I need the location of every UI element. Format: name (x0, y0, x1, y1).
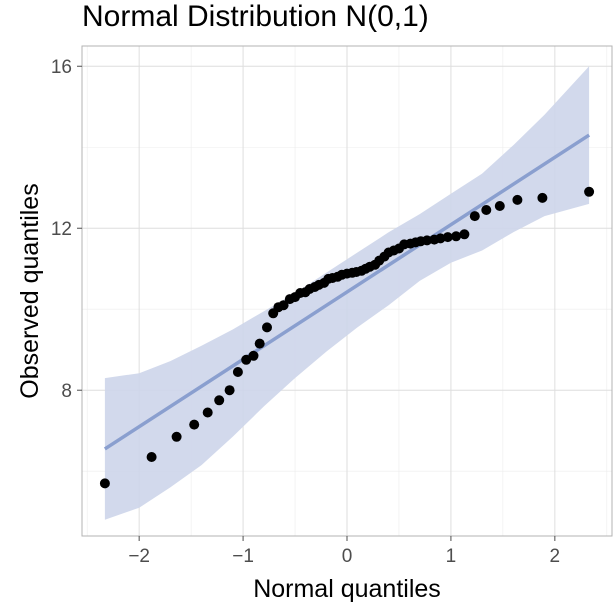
x-tick-label: 0 (342, 546, 353, 567)
data-point (278, 300, 289, 311)
data-point (248, 350, 259, 361)
data-point (262, 322, 272, 333)
data-point (537, 192, 548, 203)
data-point (422, 235, 432, 246)
y-tick-label: 12 (51, 219, 72, 240)
x-tick-label: −2 (128, 546, 150, 567)
data-point (146, 452, 157, 462)
data-point (481, 205, 492, 215)
x-axis-title: Normal quantiles (253, 575, 441, 603)
data-point (202, 407, 213, 418)
data-point (459, 229, 470, 240)
data-point (451, 231, 462, 242)
y-tick-label: 8 (61, 381, 72, 402)
data-point (584, 186, 595, 197)
reference-line (103, 133, 591, 451)
x-tick-label: 2 (550, 546, 561, 567)
data-point (442, 232, 453, 243)
y-tick-label: 16 (51, 57, 72, 78)
data-point (99, 478, 110, 489)
data-point (232, 367, 243, 377)
data-point (241, 354, 252, 365)
x-tick-label: −1 (232, 546, 254, 567)
x-tick-label: 1 (446, 546, 457, 567)
data-point (494, 201, 505, 211)
data-point (254, 338, 265, 349)
y-axis: 8 12 16 (51, 57, 82, 402)
data-points (99, 186, 595, 489)
data-point (512, 194, 523, 205)
data-point (469, 211, 480, 222)
chart-title: Normal Distribution N(0,1) (82, 0, 429, 33)
data-point (214, 395, 225, 406)
data-point (224, 385, 235, 396)
y-axis-title: Observed quantiles (16, 183, 44, 398)
data-point (189, 419, 200, 430)
data-point (171, 431, 182, 442)
x-axis: −2 −1 0 1 2 (128, 536, 560, 567)
